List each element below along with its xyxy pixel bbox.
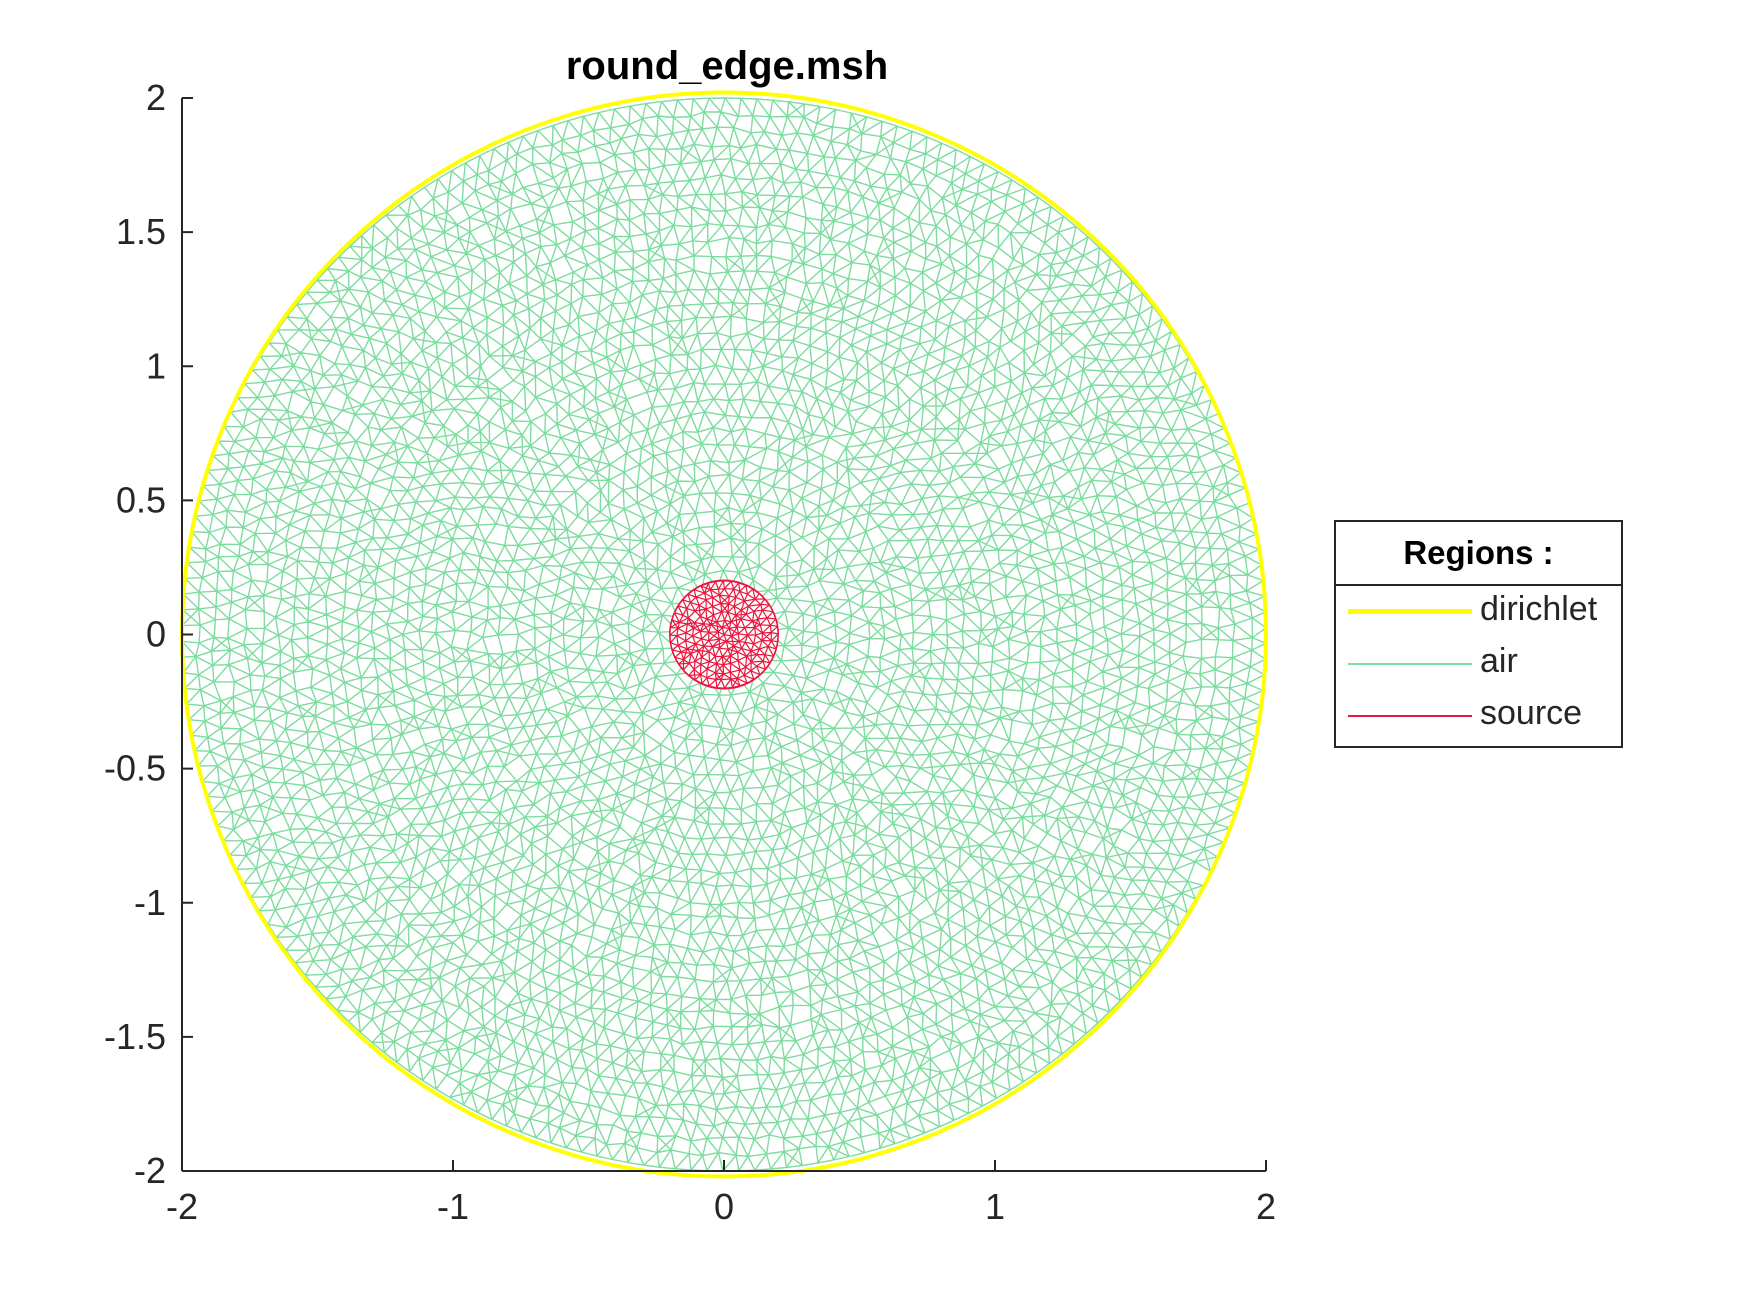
y-tick-label: 1.5 xyxy=(116,211,166,252)
legend-item-air: air xyxy=(1336,638,1621,690)
y-tick-label: -2 xyxy=(134,1150,166,1191)
y-tick-label: -1.5 xyxy=(104,1016,166,1057)
source-boundary xyxy=(669,579,779,690)
x-tick-label: -1 xyxy=(437,1186,469,1227)
legend-line-source xyxy=(1348,715,1472,717)
x-tick-label: -2 xyxy=(166,1186,198,1227)
legend-label-dirichlet: dirichlet xyxy=(1480,590,1598,628)
x-tick-label: 2 xyxy=(1256,1186,1276,1227)
y-tick-label: 0.5 xyxy=(116,479,166,520)
legend-title: Regions : xyxy=(1336,522,1621,586)
x-tick-label: 0 xyxy=(714,1186,734,1227)
chart-title: round_edge.msh xyxy=(565,44,889,88)
legend-label-air: air xyxy=(1480,642,1518,680)
y-tick-label: -0.5 xyxy=(104,748,166,789)
y-tick-label: -1 xyxy=(134,882,166,923)
y-tick-label: 2 xyxy=(146,77,166,118)
legend-item-source: source xyxy=(1336,690,1621,742)
y-tick-label: 1 xyxy=(146,345,166,386)
x-tick-label: 1 xyxy=(985,1186,1005,1227)
axes: -2 -1 0 1 2 2 1.5 1 0.5 0 -0.5 -1 -1.5 -2 xyxy=(104,77,1276,1227)
legend-item-dirichlet: dirichlet xyxy=(1336,586,1621,638)
mesh-layer xyxy=(180,90,1268,1179)
legend-label-source: source xyxy=(1480,694,1583,732)
y-tick-label: 0 xyxy=(146,614,166,655)
legend-line-air xyxy=(1348,663,1472,665)
legend-line-dirichlet xyxy=(1348,609,1472,614)
legend: Regions : dirichlet air source xyxy=(1334,520,1623,748)
